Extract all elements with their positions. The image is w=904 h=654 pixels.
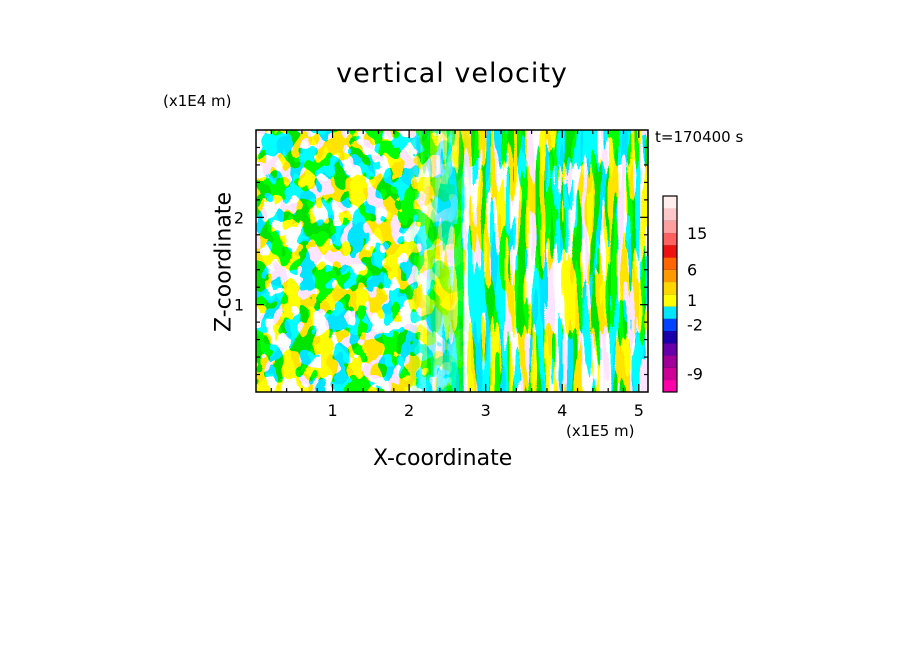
colorbar-band xyxy=(663,196,677,209)
x-axis-ticks: 1 2 3 4 5 xyxy=(270,130,644,420)
colorbar-label: 15 xyxy=(687,224,707,243)
colorbar-band xyxy=(663,281,677,295)
colorbar-band xyxy=(663,343,677,356)
x-tick-label: 4 xyxy=(557,401,567,420)
colorbar-frame xyxy=(662,195,678,393)
z-axis-unit: (x1E4 m) xyxy=(163,92,232,110)
colorbar-band xyxy=(663,318,677,332)
colorbar-band xyxy=(663,379,677,393)
colorbar-band xyxy=(663,208,677,221)
chart-title: vertical velocity xyxy=(336,58,568,89)
x-axis-unit: (x1E5 m) xyxy=(566,422,635,440)
colorbar-band xyxy=(663,330,677,344)
colorbar-band xyxy=(663,257,677,270)
colorbar-band xyxy=(663,245,677,258)
colorbar-label: 1 xyxy=(687,291,697,310)
x-axis-label: X-coordinate xyxy=(373,446,513,471)
y-axis-ticks: 12 xyxy=(234,146,648,376)
colorbar-band xyxy=(663,367,677,381)
x-tick-label: 1 xyxy=(327,401,337,420)
velocity-field xyxy=(256,130,648,392)
time-readout: t=170400 s xyxy=(655,128,744,146)
colorbar-band xyxy=(663,294,677,307)
x-tick-label: 2 xyxy=(404,401,414,420)
y-axis-label: Z-coordinate xyxy=(211,192,237,332)
plot-frame xyxy=(255,129,649,393)
x-tick-label: 3 xyxy=(481,401,491,420)
colorbar-band xyxy=(663,232,677,246)
colorbar-label: -2 xyxy=(687,316,703,335)
y-tick-label: 1 xyxy=(234,296,244,315)
colorbar-band xyxy=(663,269,677,283)
x-tick-label: 5 xyxy=(634,401,644,420)
colorbar-label: 6 xyxy=(687,261,697,280)
colorbar-label: -9 xyxy=(687,365,703,384)
colorbar-band xyxy=(663,220,677,234)
y-tick-label: 2 xyxy=(234,208,244,227)
colorbar-band xyxy=(663,306,677,319)
colorbar-band xyxy=(663,355,677,368)
colorbar: 15 6 1 -2 -9 xyxy=(662,195,707,393)
